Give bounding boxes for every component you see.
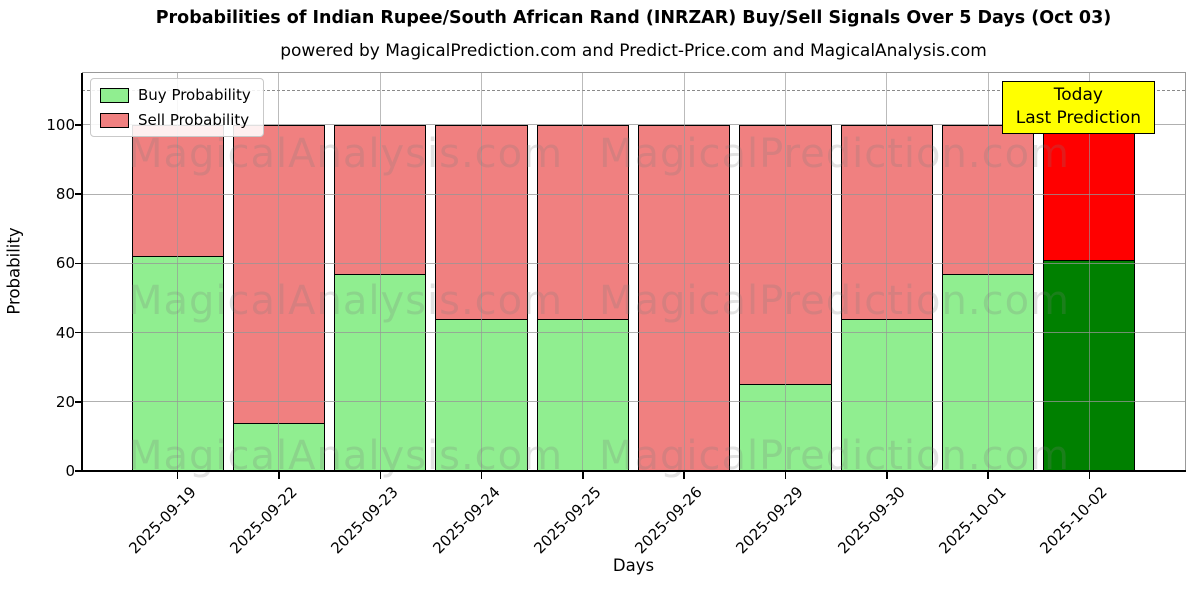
y-tick <box>75 193 82 195</box>
chart-subtitle: powered by MagicalPrediction.com and Pre… <box>280 41 987 61</box>
x-tick-label: 2025-09-25 <box>530 483 605 558</box>
x-tick <box>379 472 381 479</box>
x-tick-label: 2025-09-22 <box>226 483 301 558</box>
x-tick <box>278 472 280 479</box>
x-tick-label: 2025-09-29 <box>732 483 808 558</box>
sell-segment <box>131 124 224 257</box>
y-tick-label: 0 <box>65 462 75 480</box>
y-tick <box>75 401 82 403</box>
stacked-bar-2025-09-30 <box>840 124 933 471</box>
buy-segment <box>739 384 832 471</box>
sell-segment <box>536 124 629 319</box>
x-tick-label: 2025-09-30 <box>834 483 909 558</box>
stacked-bar-2025-09-26 <box>638 124 731 471</box>
buy-segment <box>232 422 326 471</box>
y-tick-label: 100 <box>46 115 75 134</box>
legend-buy-label: Buy Probability <box>138 86 251 104</box>
bar-slot <box>735 73 836 471</box>
stacked-bar-2025-09-22 <box>232 124 326 471</box>
legend: Buy Probability Sell Probability <box>90 78 264 137</box>
y-tick-label: 20 <box>55 392 75 411</box>
sell-segment <box>638 124 731 471</box>
legend-sell-label: Sell Probability <box>138 111 250 129</box>
sell-segment <box>232 124 326 423</box>
x-tick-label: 2025-09-19 <box>124 483 200 558</box>
sell-swatch-icon <box>100 112 129 128</box>
sell-segment <box>334 124 427 274</box>
bar-slot <box>330 73 431 471</box>
x-tick-label: 2025-09-23 <box>327 483 402 558</box>
buy-segment <box>131 256 224 471</box>
sell-segment <box>739 124 832 385</box>
sell-segment <box>435 124 528 319</box>
y-tick-label: 40 <box>55 323 75 342</box>
legend-item-buy: Buy Probability <box>100 86 251 104</box>
x-tick <box>683 472 685 479</box>
bar-slot <box>532 73 633 471</box>
y-tick <box>75 124 82 126</box>
x-axis-label: Days <box>612 556 655 575</box>
buy-segment <box>941 273 1035 471</box>
x-tick <box>582 472 584 479</box>
y-tick-label: 80 <box>55 185 75 204</box>
buy-segment <box>536 318 629 471</box>
today-line2: Last Prediction <box>1015 108 1141 129</box>
sell-segment <box>941 124 1035 274</box>
sell-segment <box>1043 124 1136 260</box>
buy-swatch-icon <box>100 87 129 103</box>
stacked-bar-2025-09-25 <box>536 124 629 471</box>
x-tick <box>886 472 888 479</box>
y-axis-label: Probability <box>4 227 24 315</box>
x-tick <box>784 472 787 479</box>
bar-slot <box>633 73 734 471</box>
chart-title: Probabilities of Indian Rupee/South Afri… <box>155 8 1112 28</box>
y-tick <box>75 331 82 334</box>
legend-item-sell: Sell Probability <box>100 111 251 129</box>
bar-slot <box>836 73 937 471</box>
x-tick <box>480 472 483 479</box>
x-tick-label: 2025-09-24 <box>428 483 504 558</box>
stacked-bar-2025-09-24 <box>435 124 528 471</box>
x-tick <box>176 472 179 479</box>
x-tick-label: 2025-10-01 <box>935 483 1010 558</box>
stacked-bar-2025-10-01 <box>941 124 1035 471</box>
buy-segment <box>1043 259 1136 471</box>
y-tick <box>75 470 82 472</box>
stacked-bar-2025-09-19 <box>131 124 224 471</box>
left-spine <box>81 73 83 471</box>
today-line1: Today <box>1053 85 1103 105</box>
buy-segment <box>435 318 528 471</box>
today-annotation: Today Last Prediction <box>1001 81 1155 134</box>
buy-segment <box>334 273 427 471</box>
bottom-spine <box>81 470 1186 472</box>
y-tick <box>75 262 82 265</box>
y-tick-label: 60 <box>55 254 75 273</box>
x-tick <box>1088 472 1091 479</box>
x-tick-label: 2025-09-26 <box>631 483 706 558</box>
bar-slot <box>431 73 532 471</box>
stacked-bar-2025-10-02 <box>1043 124 1136 471</box>
stacked-bar-2025-09-23 <box>334 124 427 471</box>
sell-segment <box>840 124 933 319</box>
x-tick <box>987 472 989 479</box>
buy-segment <box>840 318 933 471</box>
stacked-bar-2025-09-29 <box>739 124 832 471</box>
x-tick-label: 2025-10-02 <box>1036 483 1112 558</box>
plot-area: 0 20 40 60 80 100 2025-09-19 2025-09-22 2025-09-… <box>46 72 1186 557</box>
